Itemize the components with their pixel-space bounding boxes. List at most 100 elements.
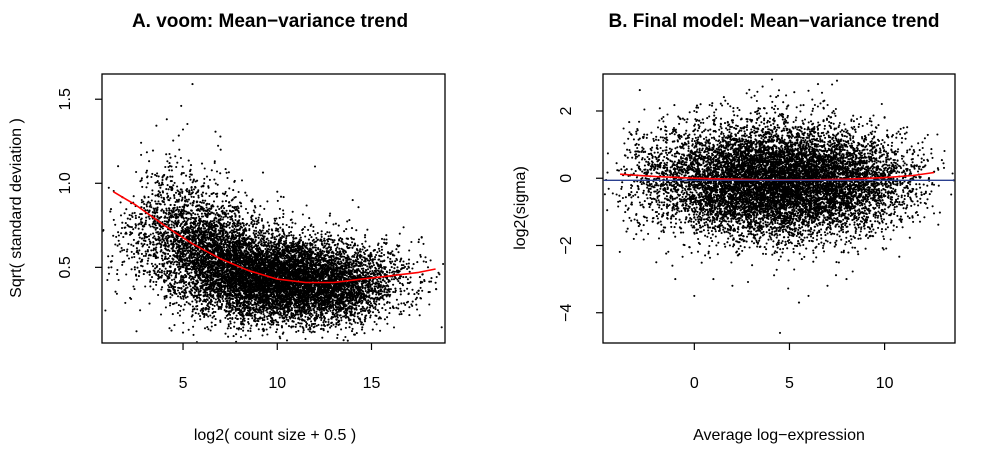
scatter-point (239, 227, 242, 230)
scatter-point (110, 260, 113, 263)
scatter-point (229, 306, 232, 309)
scatter-point (163, 262, 166, 265)
scatter-point (172, 139, 175, 142)
scatter-point (169, 262, 173, 265)
scatter-point (126, 217, 129, 220)
scatter-point (173, 181, 176, 184)
scatter-point (175, 215, 178, 218)
scatter-point (160, 254, 163, 257)
scatter-point (204, 214, 207, 217)
scatter-point (161, 178, 164, 182)
scatter-point (209, 303, 212, 306)
scatter-point (151, 149, 155, 152)
scatter-point (170, 278, 174, 282)
scatter-point (200, 212, 203, 215)
scatter-point (216, 225, 219, 228)
scatter-point (183, 292, 186, 295)
scatter-point (194, 213, 197, 216)
scatter-point (177, 272, 181, 275)
scatter-point (157, 190, 160, 193)
scatter-point (200, 271, 204, 274)
scatter-point (147, 235, 151, 238)
scatter-point (238, 327, 241, 330)
scatter-point (246, 211, 249, 214)
scatter-point (161, 183, 164, 186)
panel-a-plot-box (101, 73, 446, 344)
scatter-point (212, 260, 216, 263)
scatter-point (203, 177, 206, 180)
scatter-point (199, 250, 202, 254)
scatter-point (185, 266, 188, 269)
scatter-point (157, 275, 160, 278)
scatter-point (180, 258, 184, 261)
scatter-point (153, 209, 156, 212)
scatter-point (303, 225, 306, 229)
scatter-point (185, 212, 188, 216)
scatter-point (213, 315, 216, 318)
scatter-point (196, 253, 199, 256)
scatter-point (147, 215, 150, 218)
scatter-point (145, 169, 149, 172)
scatter-point (191, 282, 195, 285)
scatter-point (167, 260, 170, 263)
scatter-point (301, 213, 304, 216)
scatter-point (140, 177, 143, 180)
scatter-point (207, 286, 210, 289)
scatter-point (227, 325, 230, 328)
scatter-point (175, 198, 178, 202)
scatter-point (133, 266, 136, 269)
scatter-point (153, 235, 156, 238)
scatter-point (150, 276, 154, 279)
scatter-point (181, 165, 184, 168)
scatter-point (130, 243, 133, 246)
scatter-point (146, 271, 149, 274)
scatter-point (200, 215, 204, 218)
scatter-point (229, 327, 232, 330)
scatter-point (216, 301, 219, 304)
scatter-point (189, 202, 192, 205)
scatter-point (167, 207, 171, 210)
scatter-point (197, 226, 200, 229)
scatter-point (173, 226, 176, 229)
scatter-point (133, 211, 136, 214)
scatter-point (196, 222, 199, 225)
scatter-point (140, 258, 144, 261)
scatter-point (138, 216, 141, 219)
scatter-point (253, 229, 256, 232)
scatter-point (203, 227, 206, 230)
scatter-point (191, 216, 194, 220)
scatter-point (211, 248, 214, 251)
scatter-point (254, 238, 257, 242)
scatter-point (106, 278, 109, 282)
scatter-point (155, 202, 158, 205)
scatter-point (117, 239, 120, 242)
scatter-point (159, 313, 163, 316)
scatter-point (189, 164, 193, 167)
scatter-point (132, 195, 135, 198)
scatter-point (173, 222, 176, 225)
scatter-point (189, 290, 192, 293)
scatter-point (157, 273, 160, 276)
scatter-point (157, 277, 160, 280)
scatter-point (140, 252, 143, 255)
scatter-point (215, 211, 218, 215)
scatter-point (124, 222, 127, 225)
scatter-point (184, 195, 187, 198)
scatter-point (216, 183, 219, 186)
scatter-point (197, 288, 200, 291)
scatter-point (204, 199, 207, 202)
scatter-point (199, 266, 202, 269)
scatter-point (234, 195, 237, 199)
scatter-point (177, 230, 180, 233)
scatter-point (159, 203, 162, 206)
scatter-point (206, 209, 209, 212)
scatter-point (140, 141, 143, 144)
scatter-point (233, 228, 236, 231)
scatter-point (197, 312, 200, 315)
scatter-point (175, 272, 178, 275)
scatter-point (178, 191, 182, 194)
scatter-point (179, 252, 182, 255)
scatter-point (250, 221, 253, 224)
scatter-point (248, 242, 251, 245)
scatter-point (117, 234, 120, 237)
